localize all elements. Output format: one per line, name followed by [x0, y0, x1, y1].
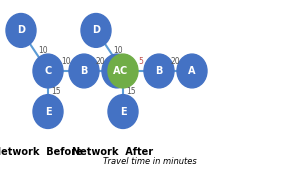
Text: E: E — [45, 106, 51, 117]
Circle shape — [81, 14, 111, 47]
Text: Network  After: Network After — [72, 147, 153, 157]
Text: A: A — [113, 66, 121, 76]
Text: 10: 10 — [113, 46, 123, 55]
Text: 10: 10 — [61, 57, 71, 66]
Circle shape — [69, 54, 99, 88]
Circle shape — [144, 54, 174, 88]
Text: B: B — [155, 66, 163, 76]
Circle shape — [102, 54, 132, 88]
Circle shape — [108, 95, 138, 128]
Circle shape — [108, 54, 138, 88]
Text: D: D — [17, 25, 25, 35]
Text: 15: 15 — [51, 87, 61, 96]
Text: 20: 20 — [171, 57, 180, 66]
Text: B: B — [80, 66, 88, 76]
Circle shape — [177, 54, 207, 88]
Text: 20: 20 — [96, 57, 105, 66]
Text: C: C — [44, 66, 52, 76]
Text: Network  Before: Network Before — [0, 147, 82, 157]
Text: D: D — [92, 25, 100, 35]
Text: 10: 10 — [38, 46, 48, 55]
Text: 15: 15 — [126, 87, 136, 96]
Text: Travel time in minutes: Travel time in minutes — [103, 157, 197, 166]
Circle shape — [33, 54, 63, 88]
Text: C: C — [119, 66, 127, 76]
Circle shape — [33, 95, 63, 128]
Circle shape — [6, 14, 36, 47]
Text: A: A — [188, 66, 196, 76]
Text: 5: 5 — [139, 57, 143, 66]
Text: E: E — [120, 106, 126, 117]
